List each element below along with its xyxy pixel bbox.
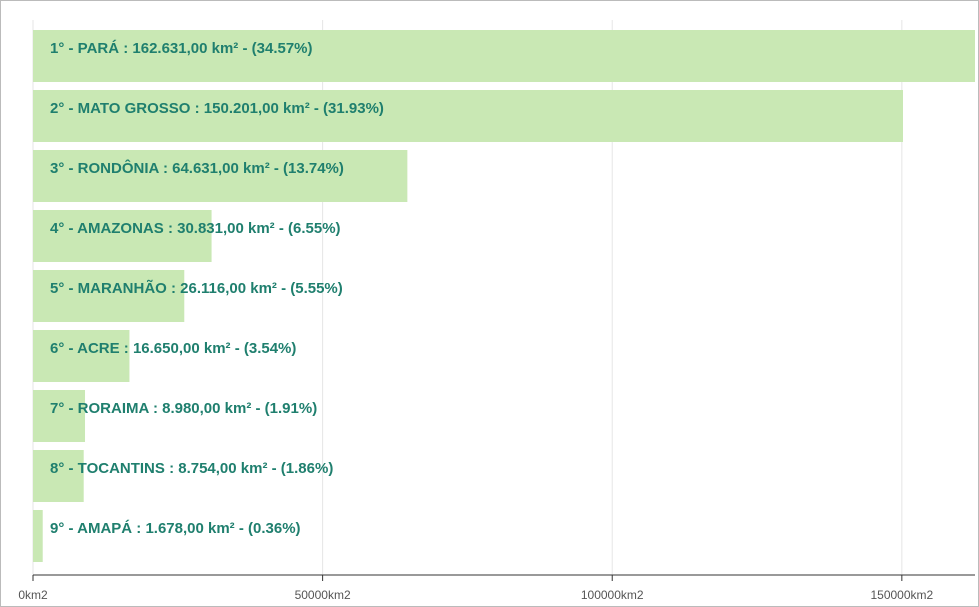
data-label: 6° - ACRE : 16.650,00 km² - (3.54%)	[50, 340, 296, 357]
data-label: 9° - AMAPÁ : 1.678,00 km² - (0.36%)	[50, 520, 301, 537]
x-tick-label: 50000km2	[295, 588, 351, 602]
bar	[33, 510, 43, 562]
data-label: 8° - TOCANTINS : 8.754,00 km² - (1.86%)	[50, 460, 333, 477]
data-label: 3° - RONDÔNIA : 64.631,00 km² - (13.74%)	[50, 159, 344, 177]
bar	[33, 210, 212, 262]
bar	[33, 450, 84, 502]
data-label: 1° - PARÁ : 162.631,00 km² - (34.57%)	[50, 40, 313, 57]
data-label: 5° - MARANHÃO : 26.116,00 km² - (5.55%)	[50, 279, 343, 297]
x-tick-label: 100000km2	[581, 588, 644, 602]
bar	[33, 150, 408, 202]
data-label: 7° - RORAIMA : 8.980,00 km² - (1.91%)	[50, 400, 317, 417]
x-tick-label: 0km2	[18, 588, 48, 602]
bar	[33, 270, 185, 322]
bar	[33, 90, 904, 142]
data-label: 2° - MATO GROSSO : 150.201,00 km² - (31.…	[50, 100, 384, 117]
bar	[33, 330, 130, 382]
bar	[33, 30, 975, 82]
x-tick-label: 150000km2	[870, 588, 933, 602]
data-label: 4° - AMAZONAS : 30.831,00 km² - (6.55%)	[50, 220, 341, 237]
bar	[33, 390, 86, 442]
